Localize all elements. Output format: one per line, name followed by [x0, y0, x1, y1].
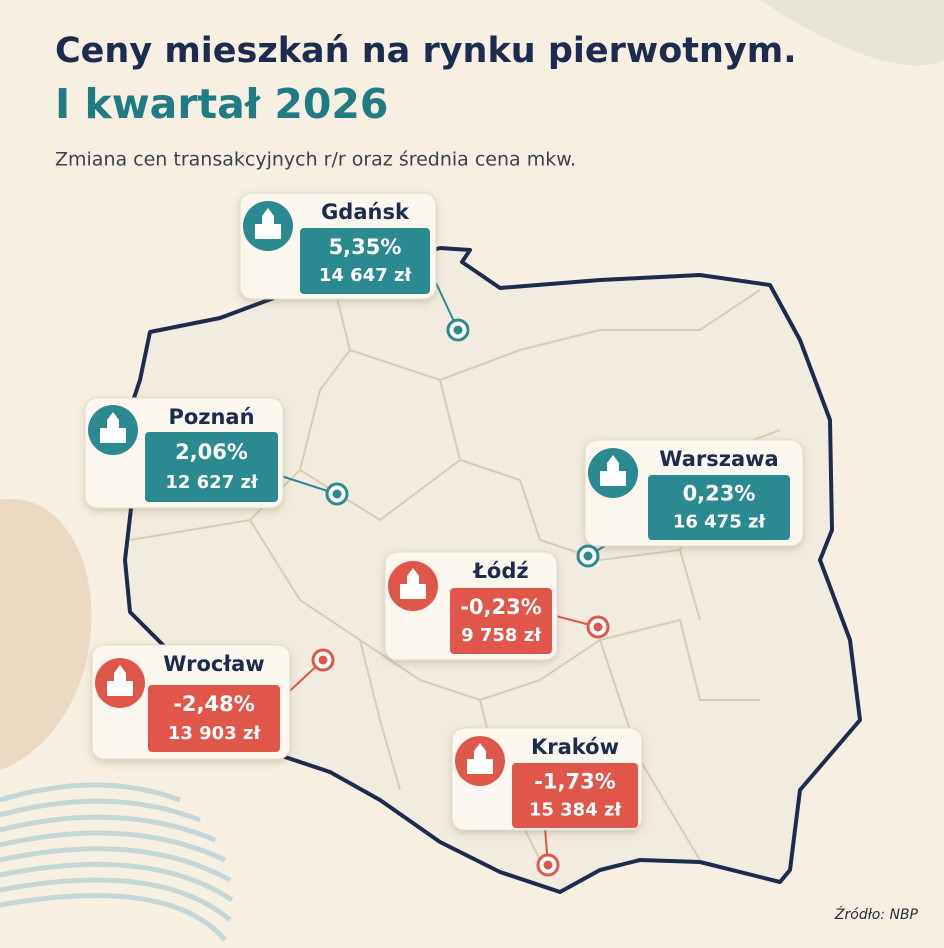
decor-stripes	[0, 782, 234, 942]
price-change: 0,23%	[683, 482, 756, 506]
location-marker-center	[593, 622, 603, 632]
city-card: Warszawa 0,23% 16 475 zł	[576, 439, 804, 568]
city-name: Poznań	[168, 405, 254, 429]
city-card: Wrocław -2,48% 13 903 zł	[91, 644, 335, 760]
voivodeship-borders	[129, 289, 781, 861]
value-box	[512, 763, 638, 828]
city-icon-building	[600, 455, 626, 486]
location-marker-center	[583, 551, 593, 561]
subtitle: Zmiana cen transakcyjnych r/r oraz średn…	[55, 149, 576, 171]
price-change: 5,35%	[329, 235, 402, 259]
title: Ceny mieszkań na rynku pierwotnym.	[55, 31, 797, 71]
price-change: -0,23%	[460, 595, 542, 619]
value-box	[648, 475, 790, 540]
city-card: Poznań 2,06% 12 627 zł	[84, 397, 349, 509]
city-icon-building	[107, 665, 133, 696]
period: I kwartał 2026	[55, 80, 388, 128]
price-per-sqm: 15 384 zł	[529, 799, 623, 820]
city-icon-building	[255, 208, 281, 239]
price-per-sqm: 14 647 zł	[319, 265, 413, 286]
decor-blob	[760, 0, 944, 66]
city-name: Łódź	[472, 559, 528, 583]
location-marker-center	[332, 489, 342, 499]
value-box	[300, 228, 430, 294]
city-card: Gdańsk 5,35% 14 647 zł	[239, 192, 470, 342]
city-icon-building	[467, 743, 493, 774]
city-name: Gdańsk	[321, 200, 410, 224]
city-icon-building	[400, 568, 426, 599]
price-per-sqm: 13 903 zł	[168, 723, 262, 744]
price-change: -1,73%	[534, 770, 616, 794]
city-name: Wrocław	[163, 652, 264, 676]
price-per-sqm: 12 627 zł	[165, 472, 259, 493]
city-icon-building	[100, 412, 126, 443]
price-change: 2,06%	[175, 440, 248, 464]
city-name: Warszawa	[659, 447, 778, 471]
city-card: Łódź -0,23% 9 758 zł	[384, 551, 610, 661]
value-box	[450, 588, 552, 654]
decor-blob	[0, 499, 92, 770]
value-box	[148, 685, 280, 752]
location-marker-center	[453, 325, 463, 335]
price-per-sqm: 16 475 zł	[673, 511, 767, 532]
city-card: Kraków -1,73% 15 384 zł	[451, 727, 643, 877]
location-marker-center	[318, 655, 328, 665]
price-per-sqm: 9 758 zł	[461, 625, 542, 646]
price-change: -2,48%	[173, 692, 255, 716]
source: Źródło: NBP	[834, 905, 919, 923]
location-marker-center	[543, 860, 553, 870]
city-name: Kraków	[531, 735, 619, 759]
value-box	[145, 432, 278, 502]
